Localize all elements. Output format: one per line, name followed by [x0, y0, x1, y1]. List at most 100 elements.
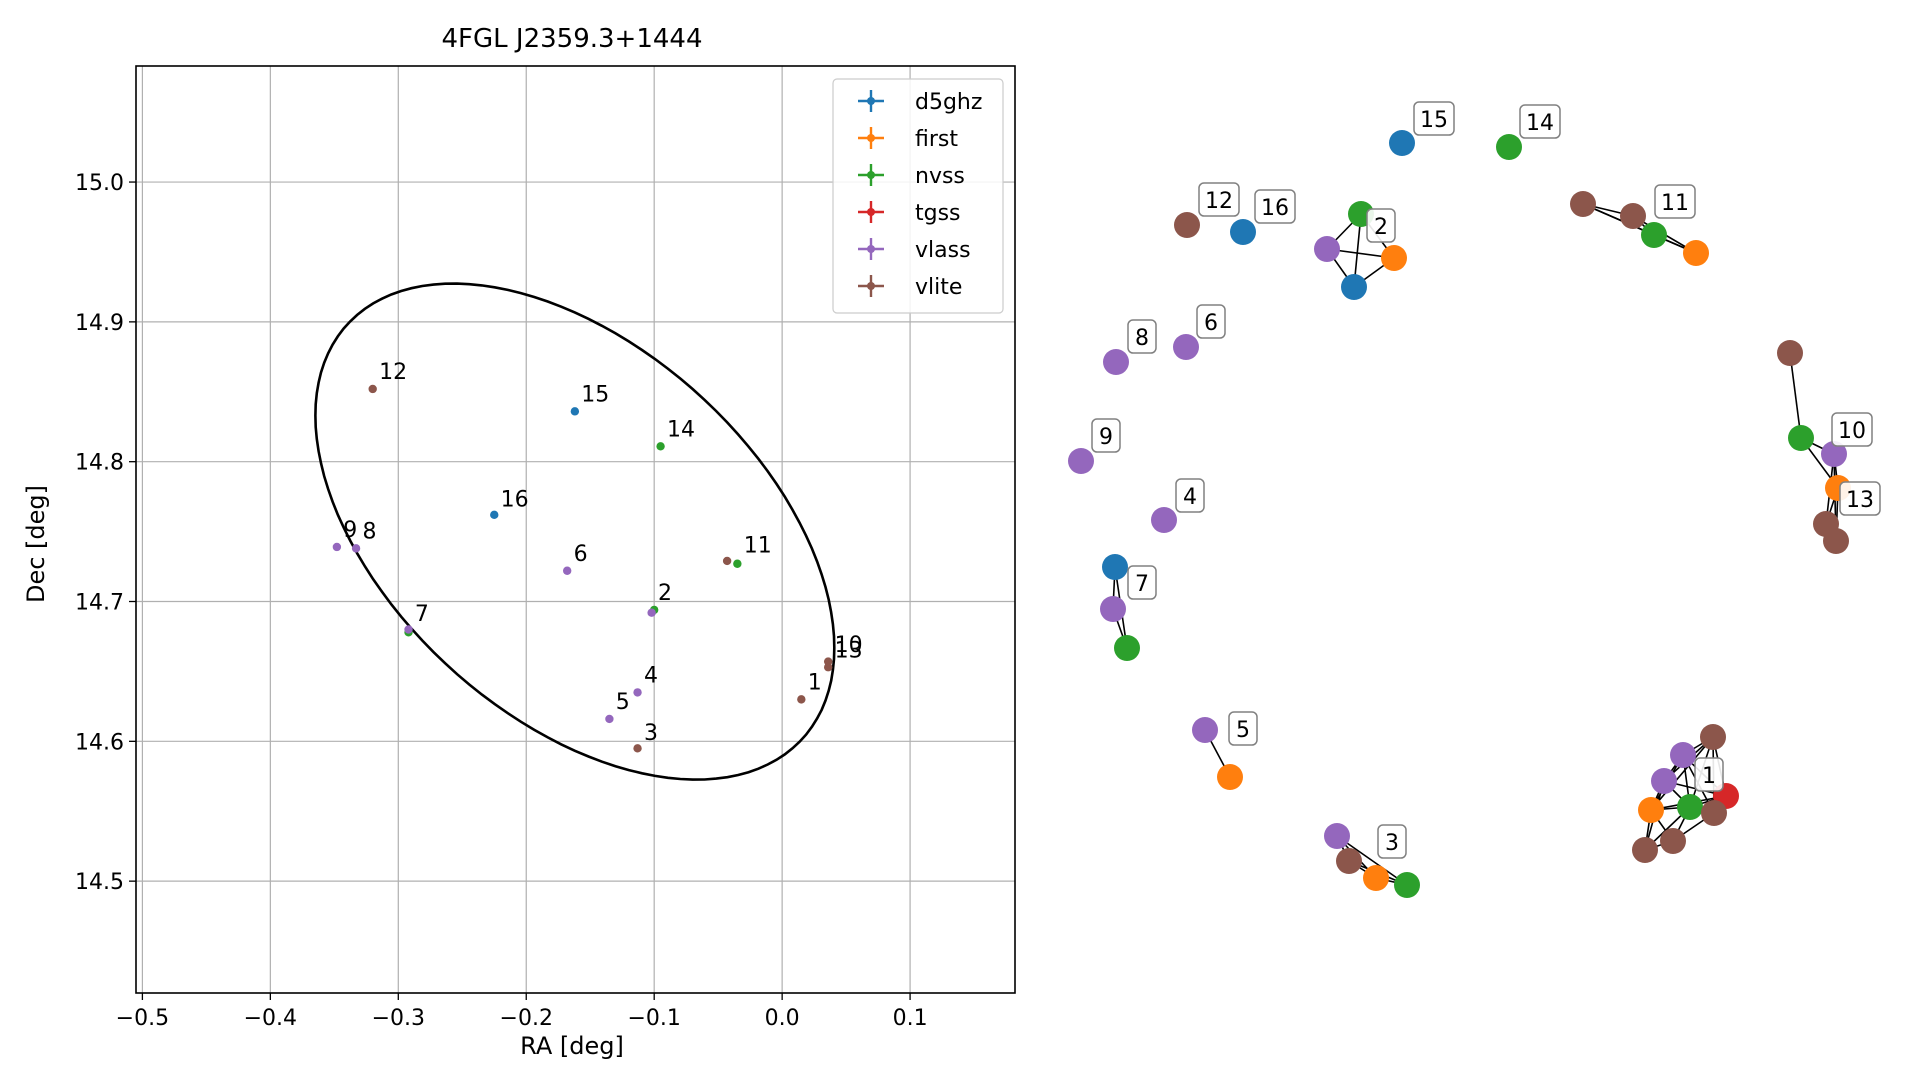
x-tick-label: −0.1 [627, 1006, 680, 1031]
network-node [1777, 340, 1803, 366]
data-points [332, 384, 833, 753]
network-node-label: 6 [1204, 311, 1218, 336]
point-annotation: 8 [362, 520, 376, 545]
point-annotation: 10 [835, 633, 863, 658]
point-annotation: 16 [501, 487, 529, 512]
network-node [1394, 872, 1420, 898]
network-label-box [1228, 711, 1258, 746]
network-label-box [1839, 481, 1881, 516]
network-node-label: 7 [1135, 572, 1149, 597]
network-label-box [1196, 304, 1226, 339]
network-node [1389, 130, 1415, 156]
legend-marker-d5ghz-dot [867, 97, 875, 105]
point-annotation: 9 [343, 518, 357, 543]
network-node-label: 16 [1261, 196, 1289, 221]
data-point-nvss [733, 559, 742, 568]
point-annotation: 14 [667, 418, 695, 443]
data-point-vlite [633, 744, 642, 753]
axis-ticks: −0.5 −0.4 −0.3 −0.2 −0.1 0.0 0.114.514.614.714… [75, 171, 928, 1031]
network-node [1632, 837, 1658, 863]
point-annotation: 5 [616, 690, 630, 715]
network-node [1660, 828, 1686, 854]
y-tick-label: 14.8 [75, 451, 124, 476]
network-node [1788, 425, 1814, 451]
network-node-label: 11 [1661, 191, 1689, 216]
y-tick-label: 15.0 [75, 171, 124, 196]
network-node [1670, 742, 1696, 768]
network-edge [1789, 352, 1802, 439]
point-annotation: 6 [574, 542, 588, 567]
legend-label-vlass: vlass [915, 238, 971, 263]
network-node [1192, 717, 1218, 743]
legend-marker-nvss-dot [867, 171, 875, 179]
network-node-label: 13 [1846, 488, 1874, 513]
y-tick-label: 14.9 [75, 311, 124, 336]
data-point-vlass [605, 714, 614, 724]
network-node [1677, 794, 1703, 820]
network-label-box [1654, 184, 1696, 219]
network-node-label: 15 [1420, 108, 1448, 133]
network-label-box [1694, 757, 1724, 792]
network-labels: 15 14 12 16 2 11 8 6 9 4 7 10 13 5 3 1 [1091, 101, 1881, 859]
data-point-d5ghz [490, 510, 499, 520]
network-node-label: 9 [1099, 425, 1113, 450]
x-tick-label: −0.3 [372, 1006, 425, 1031]
network-label-box [1127, 319, 1157, 354]
legend-label-first: first [915, 127, 958, 152]
network-node [1103, 349, 1129, 375]
network-node [1173, 334, 1199, 360]
network-node-label: 3 [1385, 831, 1399, 856]
error-ellipse [314, 282, 836, 781]
y-tick-label: 14.6 [75, 730, 124, 755]
network-node [1314, 236, 1340, 262]
network-node-label: 4 [1183, 485, 1197, 510]
network-node-label: 14 [1526, 111, 1554, 136]
network-node [1100, 596, 1126, 622]
network-node [1683, 240, 1709, 266]
y-tick-label: 14.7 [75, 591, 124, 616]
point-annotation: 4 [644, 664, 658, 689]
data-point-vlass [351, 544, 361, 553]
network-node [1638, 797, 1664, 823]
x-tick-label: −0.5 [116, 1006, 169, 1031]
x-tick-label: −0.4 [244, 1006, 297, 1031]
chart-title: 4FGL J2359.3+1444 [442, 24, 703, 54]
point-annotation: 3 [644, 721, 658, 746]
data-point-vlite [797, 695, 806, 704]
network-node [1341, 274, 1367, 300]
point-annotation: 13 [835, 638, 863, 663]
network-node [1823, 528, 1849, 554]
network-node [1701, 800, 1727, 826]
x-axis-label: RA [deg] [520, 1032, 624, 1060]
point-annotation: 7 [415, 602, 429, 627]
network-node [1641, 222, 1667, 248]
legend-label-d5ghz: d5ghz [915, 90, 982, 115]
network-node [1700, 724, 1726, 750]
data-point-vlass [647, 608, 656, 617]
y-tick-label: 14.5 [75, 870, 124, 895]
network-node [1102, 554, 1128, 580]
network-label-box [1198, 182, 1240, 217]
data-point-vlass [562, 566, 572, 575]
network-node [1620, 203, 1646, 229]
network-node-label: 2 [1374, 215, 1388, 240]
data-point-vlite [368, 384, 377, 394]
point-annotation: 15 [581, 383, 609, 408]
point-annotation: 12 [379, 360, 407, 385]
network-nodes [1068, 130, 1851, 898]
plot-frame [135, 65, 1016, 994]
data-point-vlite [722, 556, 732, 566]
network-edge [1336, 835, 1408, 886]
network-node [1381, 245, 1407, 271]
network-node [1651, 768, 1677, 794]
network-node [1363, 865, 1389, 891]
data-point-vlass [404, 625, 413, 634]
legend: d5ghz first nvss tgss vlass vlite [832, 78, 1004, 314]
legend-label-tgss: tgss [915, 201, 961, 226]
legend-marker-vlite-dot [867, 282, 875, 290]
network-node [1068, 448, 1094, 474]
network-node [1570, 191, 1596, 217]
x-tick-label: −0.2 [500, 1006, 553, 1031]
